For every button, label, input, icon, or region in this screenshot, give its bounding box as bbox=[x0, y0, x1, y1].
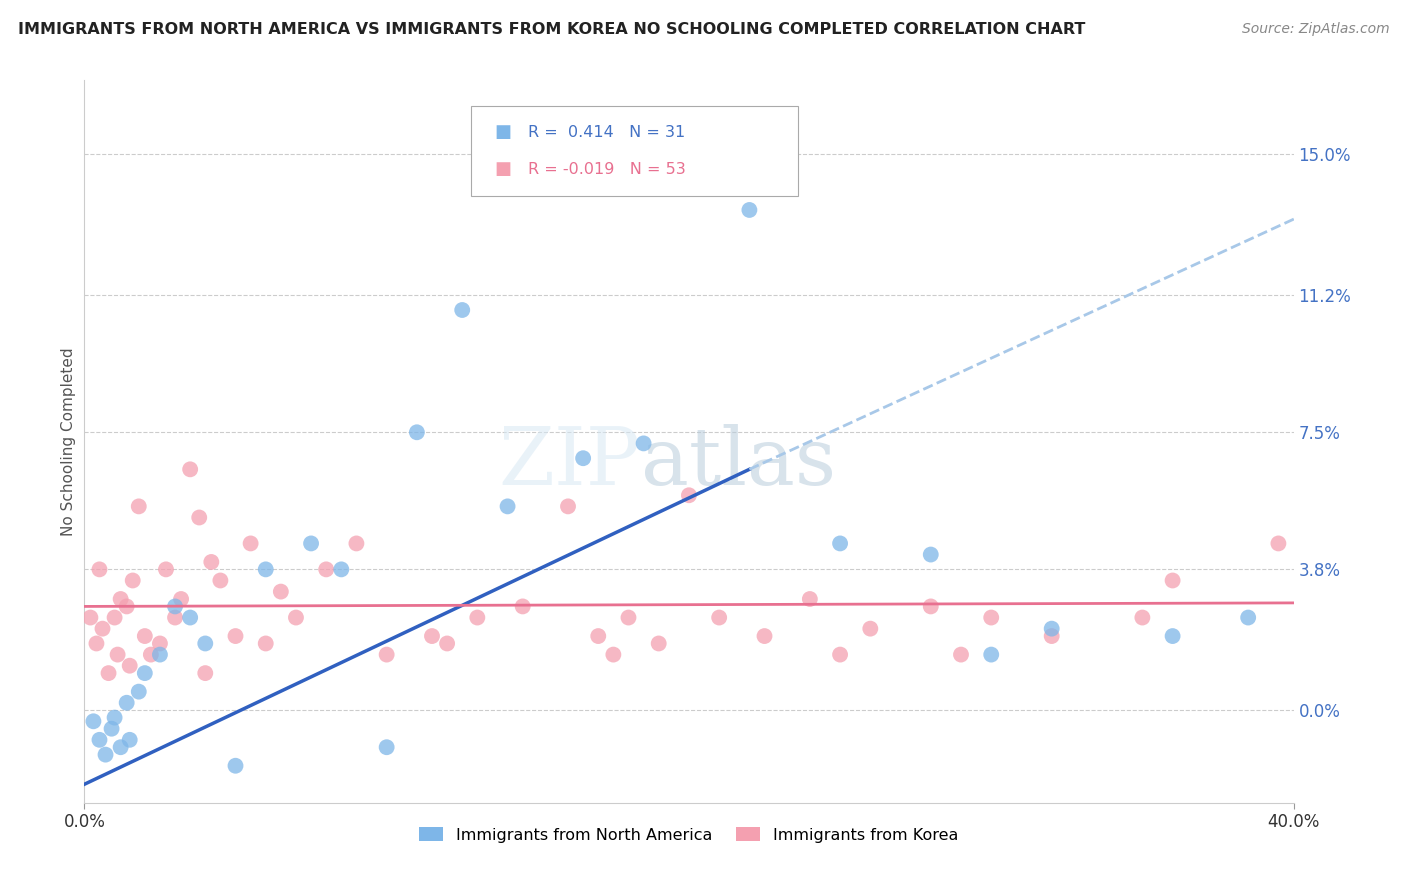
Point bbox=[254, 562, 277, 576]
Point bbox=[128, 500, 150, 514]
Point bbox=[254, 636, 277, 650]
Point bbox=[115, 696, 138, 710]
Point bbox=[139, 648, 162, 662]
Text: Source: ZipAtlas.com: Source: ZipAtlas.com bbox=[1241, 22, 1389, 37]
Point bbox=[165, 599, 187, 614]
Point bbox=[467, 610, 489, 624]
Point bbox=[980, 648, 1002, 662]
Point bbox=[346, 536, 368, 550]
Point bbox=[830, 536, 852, 550]
Point bbox=[165, 610, 187, 624]
Point bbox=[1237, 610, 1260, 624]
Point bbox=[859, 622, 882, 636]
Point bbox=[110, 592, 132, 607]
Point bbox=[1132, 610, 1154, 624]
Point bbox=[104, 710, 127, 724]
Point bbox=[79, 610, 101, 624]
Point bbox=[299, 536, 322, 550]
Point bbox=[678, 488, 700, 502]
Point bbox=[107, 648, 129, 662]
Point bbox=[149, 636, 172, 650]
Text: ■: ■ bbox=[495, 123, 512, 142]
Point bbox=[239, 536, 262, 550]
Point bbox=[155, 562, 177, 576]
Point bbox=[285, 610, 308, 624]
Point bbox=[86, 636, 108, 650]
Text: R = -0.019   N = 53: R = -0.019 N = 53 bbox=[529, 161, 686, 177]
Point bbox=[209, 574, 232, 588]
Point bbox=[1040, 622, 1063, 636]
Point bbox=[200, 555, 222, 569]
Point bbox=[406, 425, 429, 440]
Point bbox=[82, 714, 104, 729]
Point bbox=[496, 500, 519, 514]
Point bbox=[920, 548, 942, 562]
Point bbox=[1161, 574, 1184, 588]
Point bbox=[91, 622, 114, 636]
Point bbox=[315, 562, 337, 576]
Point bbox=[225, 758, 247, 772]
Point bbox=[110, 740, 132, 755]
FancyBboxPatch shape bbox=[471, 105, 797, 196]
Point bbox=[194, 666, 217, 681]
Point bbox=[375, 648, 398, 662]
Point bbox=[89, 562, 111, 576]
Text: ■: ■ bbox=[495, 160, 512, 178]
Point bbox=[738, 202, 761, 217]
Point bbox=[512, 599, 534, 614]
Point bbox=[121, 574, 143, 588]
Point bbox=[709, 610, 731, 624]
Point bbox=[451, 303, 474, 318]
Point bbox=[134, 666, 156, 681]
Point bbox=[633, 436, 655, 450]
Text: R =  0.414   N = 31: R = 0.414 N = 31 bbox=[529, 125, 685, 140]
Text: ZIP: ZIP bbox=[499, 425, 641, 502]
Point bbox=[194, 636, 217, 650]
Point bbox=[1161, 629, 1184, 643]
Text: atlas: atlas bbox=[641, 425, 835, 502]
Point bbox=[188, 510, 211, 524]
Point bbox=[920, 599, 942, 614]
Point bbox=[950, 648, 973, 662]
Point bbox=[980, 610, 1002, 624]
Point bbox=[799, 592, 821, 607]
Point bbox=[118, 658, 141, 673]
Point bbox=[104, 610, 127, 624]
Point bbox=[179, 610, 201, 624]
Point bbox=[602, 648, 624, 662]
Point bbox=[830, 648, 852, 662]
Point bbox=[617, 610, 640, 624]
Point bbox=[588, 629, 610, 643]
Point bbox=[97, 666, 120, 681]
Point bbox=[134, 629, 156, 643]
Point bbox=[128, 684, 150, 698]
Y-axis label: No Schooling Completed: No Schooling Completed bbox=[60, 347, 76, 536]
Point bbox=[420, 629, 443, 643]
Text: IMMIGRANTS FROM NORTH AMERICA VS IMMIGRANTS FROM KOREA NO SCHOOLING COMPLETED CO: IMMIGRANTS FROM NORTH AMERICA VS IMMIGRA… bbox=[18, 22, 1085, 37]
Point bbox=[572, 451, 595, 466]
Point bbox=[1040, 629, 1063, 643]
Point bbox=[330, 562, 353, 576]
Point bbox=[270, 584, 292, 599]
Legend: Immigrants from North America, Immigrants from Korea: Immigrants from North America, Immigrant… bbox=[413, 821, 965, 849]
Point bbox=[89, 732, 111, 747]
Point bbox=[100, 722, 122, 736]
Point bbox=[436, 636, 458, 650]
Point bbox=[170, 592, 193, 607]
Point bbox=[375, 740, 398, 755]
Point bbox=[149, 648, 172, 662]
Point bbox=[118, 732, 141, 747]
Point bbox=[1267, 536, 1289, 550]
Point bbox=[115, 599, 138, 614]
Point bbox=[557, 500, 579, 514]
Point bbox=[179, 462, 201, 476]
Point bbox=[94, 747, 117, 762]
Point bbox=[754, 629, 776, 643]
Point bbox=[648, 636, 671, 650]
Point bbox=[225, 629, 247, 643]
